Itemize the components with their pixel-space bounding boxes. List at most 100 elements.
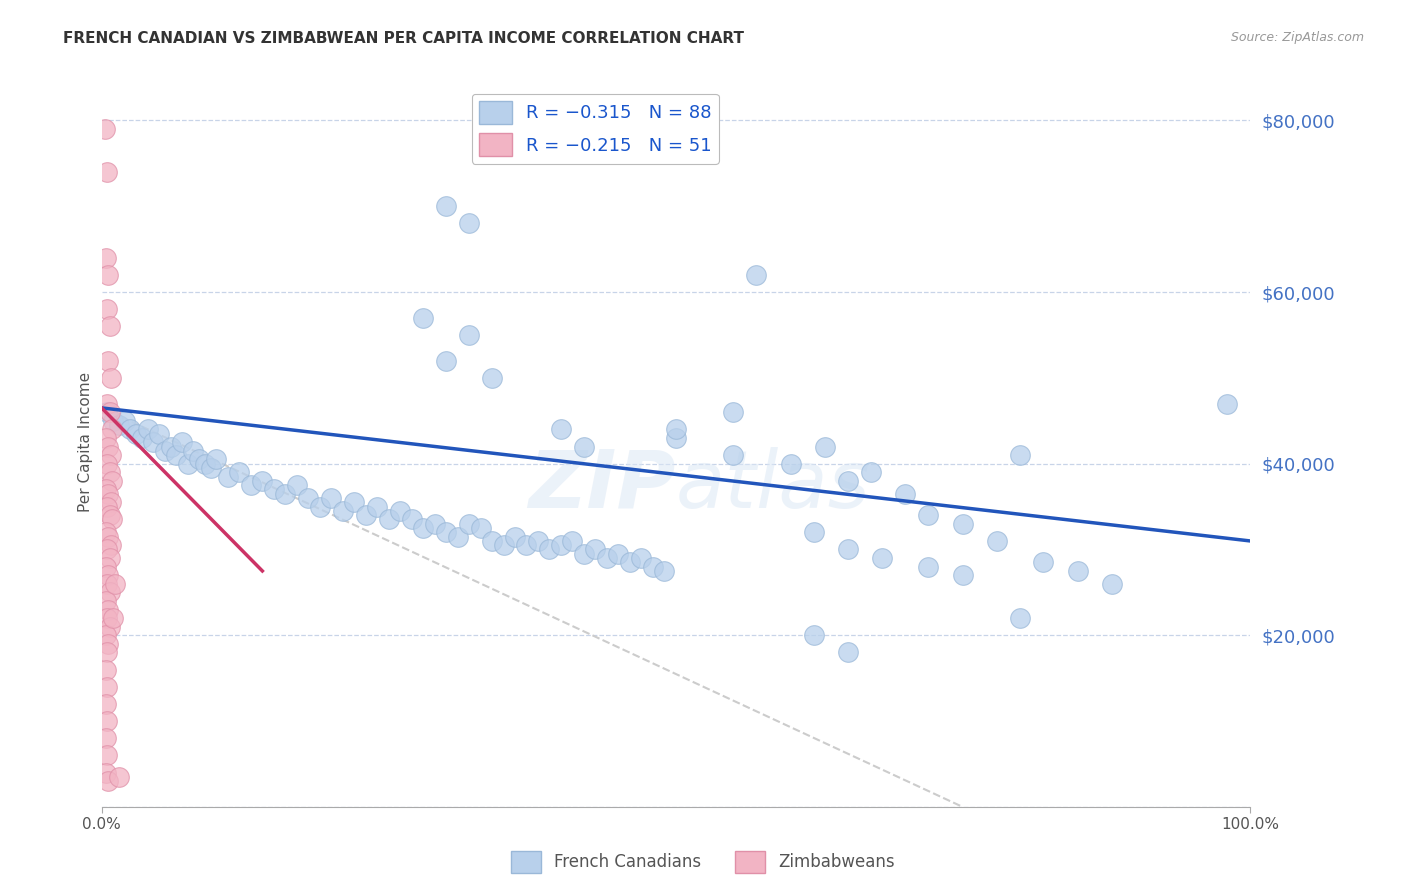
Point (332, 504, 354, 518)
Point (98, 620, 121, 634)
Point (96, 405, 118, 419)
Point (159, 440, 181, 454)
Point (665, 422, 688, 436)
Legend: French Canadians, Zimbabweans: French Canadians, Zimbabweans (505, 845, 901, 880)
Point (136, 422, 159, 436)
Point (114, 414, 136, 428)
Point (470, 521, 492, 535)
Point (96, 500, 118, 514)
Point (458, 216, 481, 230)
Point (101, 611, 124, 625)
Point (101, 474, 124, 488)
Point (837, 474, 859, 488)
Point (98, 319, 121, 334)
Point (458, 516, 481, 531)
Point (96, 251, 118, 265)
Y-axis label: Per Capita Income: Per Capita Income (79, 372, 93, 512)
Point (239, 478, 262, 492)
Point (97, 602, 120, 616)
Point (377, 512, 399, 526)
Point (389, 504, 412, 518)
Point (101, 422, 124, 436)
Point (285, 478, 308, 492)
Point (641, 559, 664, 574)
Point (98, 465, 121, 479)
Point (97, 268, 120, 282)
Point (94, 122, 117, 136)
Text: FRENCH CANADIAN VS ZIMBABWEAN PER CAPITA INCOME CORRELATION CHART: FRENCH CANADIAN VS ZIMBABWEAN PER CAPITA… (63, 31, 744, 46)
Point (194, 457, 217, 471)
Point (423, 516, 446, 531)
Point (101, 414, 124, 428)
Point (98, 405, 121, 419)
Point (100, 448, 122, 462)
Point (401, 512, 423, 526)
Point (96, 483, 118, 497)
Point (100, 538, 122, 552)
Point (120, 422, 142, 436)
Point (354, 508, 377, 523)
Point (1101, 577, 1123, 591)
Point (412, 310, 434, 325)
Point (343, 495, 366, 509)
Point (308, 500, 330, 514)
Point (98, 508, 121, 523)
Point (97, 486, 120, 500)
Point (481, 371, 503, 385)
Point (188, 452, 211, 467)
Point (97, 353, 120, 368)
Point (572, 440, 595, 454)
Point (96, 731, 118, 746)
Point (803, 628, 825, 642)
Point (837, 542, 859, 557)
Point (100, 495, 122, 509)
Point (434, 353, 457, 368)
Point (894, 486, 917, 500)
Point (1010, 611, 1032, 625)
Point (228, 465, 250, 479)
Point (550, 422, 572, 436)
Point (803, 525, 825, 540)
Point (108, 770, 131, 784)
Point (837, 645, 859, 659)
Text: Source: ZipAtlas.com: Source: ZipAtlas.com (1230, 31, 1364, 45)
Point (96, 457, 118, 471)
Point (96, 594, 118, 608)
Point (165, 448, 187, 462)
Point (97, 637, 120, 651)
Point (1010, 448, 1032, 462)
Point (412, 521, 434, 535)
Point (96, 577, 118, 591)
Point (96, 697, 118, 711)
Point (1216, 396, 1239, 410)
Point (366, 500, 388, 514)
Point (1066, 564, 1088, 578)
Point (446, 530, 468, 544)
Point (779, 457, 801, 471)
Point (96, 628, 118, 642)
Text: ZIP: ZIP (529, 447, 676, 525)
Point (917, 559, 939, 574)
Point (503, 530, 526, 544)
Point (252, 474, 274, 488)
Point (630, 551, 652, 566)
Point (153, 443, 176, 458)
Point (1032, 555, 1054, 569)
Point (104, 577, 127, 591)
Point (125, 426, 148, 441)
Point (148, 426, 170, 441)
Point (550, 538, 572, 552)
Point (721, 448, 744, 462)
Point (481, 533, 503, 548)
Point (652, 564, 675, 578)
Point (538, 542, 561, 557)
Point (101, 512, 124, 526)
Point (721, 405, 744, 419)
Point (607, 547, 630, 561)
Legend: R = −0.315   N = 88, R = −0.215   N = 51: R = −0.315 N = 88, R = −0.215 N = 51 (472, 94, 718, 163)
Point (100, 371, 122, 385)
Point (458, 327, 481, 342)
Point (96, 559, 118, 574)
Point (177, 457, 200, 471)
Point (814, 440, 837, 454)
